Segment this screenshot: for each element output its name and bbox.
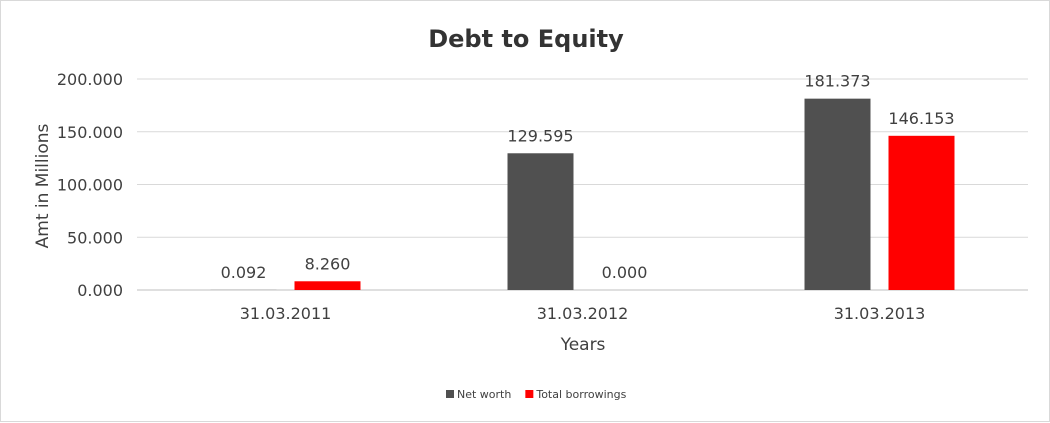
bar-total-borrowings [295,281,361,290]
legend-swatch [446,390,454,398]
bar-net-worth [508,153,574,290]
data-label: 181.373 [804,72,870,91]
data-label: 0.000 [602,263,648,282]
data-label: 146.153 [888,109,954,128]
x-tick-label: 31.03.2012 [537,304,629,323]
legend-swatch [525,390,533,398]
y-tick-label: 50.000 [67,228,123,247]
bar-total-borrowings [889,136,955,290]
legend-label: Net worth [457,388,511,401]
y-axis-label: Amt in Millions [33,123,53,248]
data-label: 129.595 [507,126,573,145]
bar-net-worth [805,99,871,290]
y-tick-label: 0.000 [77,281,123,300]
chart-title: Debt to Equity [428,25,624,53]
data-label: 8.260 [305,254,351,273]
x-tick-label: 31.03.2013 [834,304,926,323]
y-tick-label: 100.000 [57,176,123,195]
x-tick-label: 31.03.2011 [240,304,332,323]
legend-label: Total borrowings [535,388,626,401]
y-tick-label: 150.000 [57,123,123,142]
x-axis-label: Years [560,335,606,355]
y-tick-label: 200.000 [57,70,123,89]
data-label: 0.092 [221,263,267,282]
